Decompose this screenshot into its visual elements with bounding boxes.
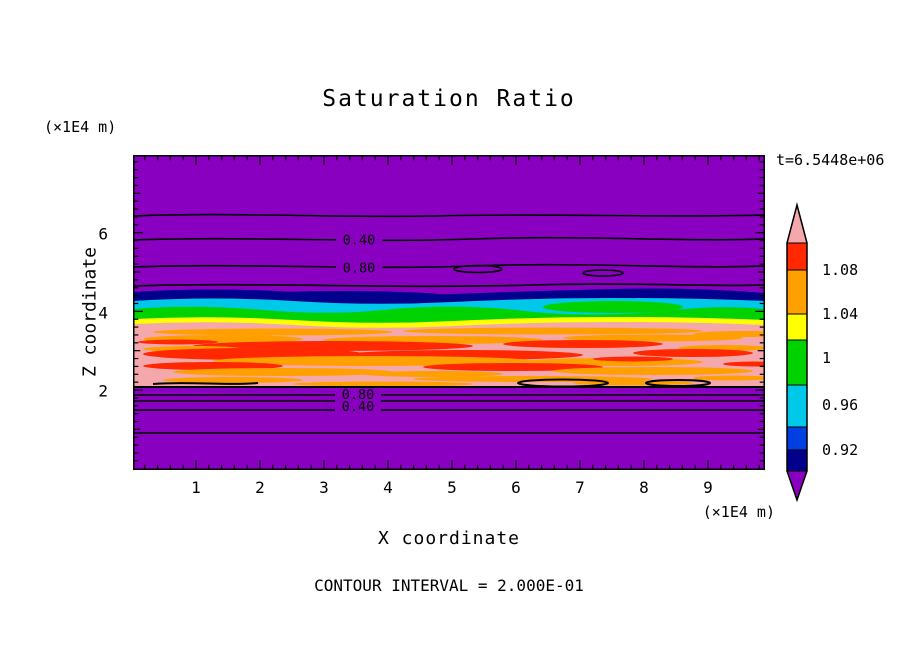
colorbar-segment-navy: [786, 449, 808, 472]
colorbar-label: 0.96: [822, 396, 859, 414]
y-tick-label: 4: [98, 303, 108, 323]
tick-marks: [133, 155, 765, 470]
x-tick-label: 1: [191, 478, 201, 497]
contour-line-labels: 0.40 0.80 0.80 0.40: [335, 233, 382, 415]
colorbar-segment-red: [786, 242, 808, 271]
x-tick-label: 3: [319, 478, 329, 497]
y-tick-label: 2: [98, 381, 108, 401]
contour-label-040-top: 0.40: [343, 233, 376, 249]
x-tick-label: 8: [639, 478, 649, 497]
colorbar-outline: [786, 202, 808, 503]
colorbar-segment-cyan: [786, 384, 808, 428]
x-tick-label: 9: [703, 478, 713, 497]
colorbar-segment-blue: [786, 426, 808, 451]
band-purple-bottom: [133, 387, 765, 470]
x-tick-label: 7: [575, 478, 585, 497]
x-axis-unit: (×1E4 m): [702, 503, 775, 521]
x-tick-label: 6: [511, 478, 521, 497]
colorbar-label: 0.92: [822, 441, 859, 459]
colorbar-segment-yellow: [786, 313, 808, 341]
timestamp-label: t=6.5448e+06: [776, 151, 885, 169]
colorbar-segment-purple: [786, 470, 808, 502]
colorbar-label: 1.04: [822, 305, 859, 323]
contour-label-040-bottom: 0.40: [342, 399, 375, 415]
colorbar-label: 1.08: [822, 261, 859, 279]
x-tick-label: 2: [255, 478, 265, 497]
colorbar-segment-green: [786, 339, 808, 386]
contour-lines: [133, 213, 765, 434]
y-tick-label: 6: [98, 224, 108, 244]
x-tick-label: 5: [447, 478, 457, 497]
contour-plot: 0.40 0.80 0.80 0.40: [133, 155, 765, 470]
plot-frame: [133, 155, 765, 470]
contour-interval-note: CONTOUR INTERVAL = 2.000E-01: [314, 576, 584, 595]
y-axis-unit: (×1E4 m): [44, 118, 117, 136]
colorbar-segment-orange: [786, 269, 808, 315]
colorbar: [786, 202, 808, 503]
page-title: Saturation Ratio: [322, 86, 576, 112]
x-axis-label: X coordinate: [377, 528, 521, 549]
x-tick-label: 4: [383, 478, 393, 497]
contour-label-080-top: 0.80: [343, 261, 376, 277]
colorbar-label: 1: [822, 349, 832, 367]
contour-label-080-bottom: 0.80: [342, 387, 375, 403]
colorbar-segment-pink: [786, 203, 808, 244]
